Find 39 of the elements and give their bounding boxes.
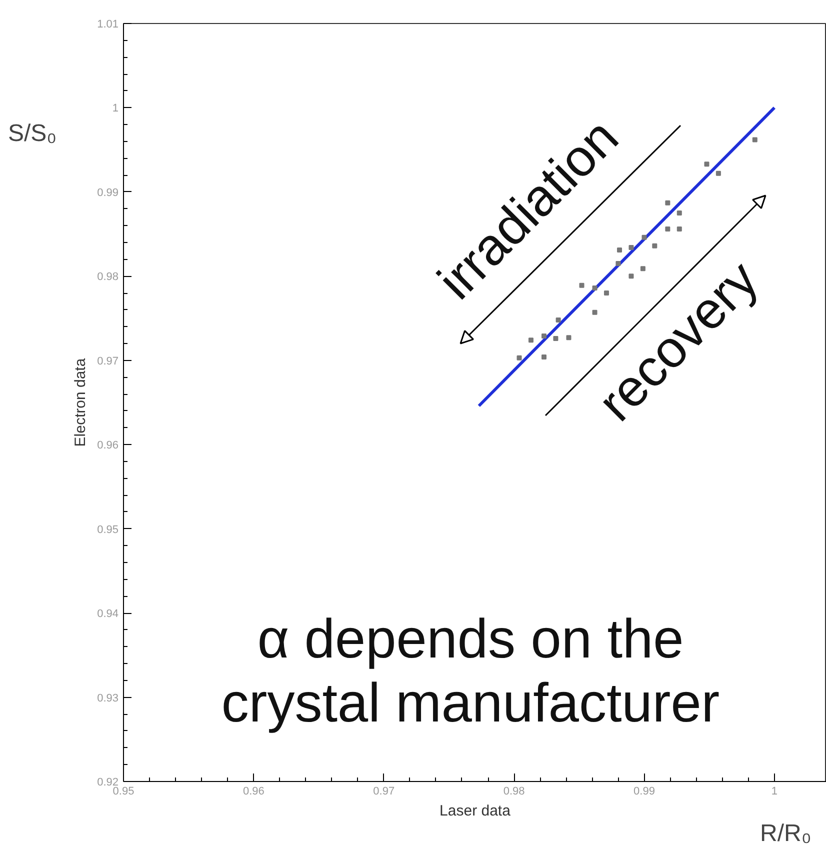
- point: [665, 226, 670, 232]
- y-tick-label: 0.92: [97, 776, 119, 788]
- y-tick-label: 0.93: [97, 692, 119, 704]
- point: [528, 338, 534, 343]
- point: [676, 226, 682, 232]
- point: [652, 243, 658, 248]
- y-tick-label: 0.96: [97, 440, 119, 452]
- point: [642, 234, 647, 240]
- y-tick-label: 0.97: [97, 355, 119, 368]
- point: [553, 336, 558, 341]
- point: [704, 162, 710, 167]
- point: [542, 333, 546, 338]
- x-tick-label: 0.95: [112, 786, 134, 798]
- annotation: α depends on the crystal manufacturer: [221, 608, 720, 734]
- point: [628, 245, 634, 250]
- y-axis-title: Electron data: [72, 358, 90, 447]
- point: [542, 354, 546, 360]
- point: [665, 200, 670, 206]
- x-tick-label: 0.98: [503, 786, 525, 798]
- point: [566, 335, 572, 340]
- x-tick-label: 0.96: [242, 786, 264, 798]
- y-tick-label: 0.99: [97, 186, 119, 199]
- x-tick-label: 0.97: [373, 786, 395, 798]
- x-tick-label: 1: [771, 786, 778, 798]
- point: [592, 310, 598, 315]
- text: R/R₀: [760, 820, 812, 848]
- y-tick-label: 0.98: [97, 271, 119, 284]
- y-tick-label: 1.01: [97, 18, 119, 30]
- point: [516, 355, 522, 360]
- point: [752, 137, 758, 142]
- point: [556, 317, 561, 322]
- x-axis-title: Laser data: [440, 802, 512, 820]
- text: S/S₀: [8, 120, 57, 148]
- y-tick-label: 0.95: [97, 524, 119, 536]
- y-tick-label: 1: [112, 102, 119, 115]
- point: [676, 210, 682, 216]
- y-tick-label: 0.94: [97, 608, 119, 620]
- x-tick-label: 0.99: [634, 786, 655, 798]
- point: [716, 170, 721, 176]
